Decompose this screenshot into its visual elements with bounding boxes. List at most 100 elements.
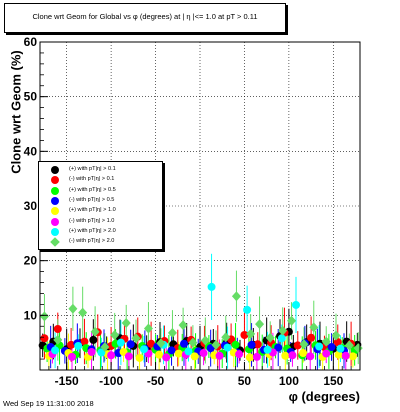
data-point (215, 351, 224, 360)
data-point (140, 345, 148, 354)
data-point (315, 342, 324, 351)
data-point-diamond (255, 319, 265, 330)
data-point (274, 343, 283, 352)
legend-marker (51, 196, 59, 205)
legend-entry: (-) with pT|η| > 2.0 (39, 237, 162, 247)
data-point (53, 325, 62, 333)
data-point-diamond (211, 339, 221, 350)
data-point (116, 338, 125, 347)
data-point-diamond (200, 335, 210, 346)
data-point (245, 353, 254, 362)
data-point-diamond (131, 333, 141, 344)
data-point (293, 341, 302, 350)
date-stamp: Wed Sep 19 11:31:00 2018 (3, 399, 94, 408)
title-box: Clone wrt Geom for Global vs φ (degrees)… (4, 3, 286, 33)
x-tick-label: 0 (197, 374, 204, 388)
data-point-diamond (78, 307, 88, 318)
data-point (307, 333, 316, 342)
data-point (281, 351, 290, 360)
legend-label: (+) with pT|η| > 0.1 (69, 166, 116, 172)
data-point (223, 343, 232, 352)
data-point (126, 340, 135, 349)
data-point (51, 346, 60, 355)
data-point (207, 282, 216, 291)
data-point-diamond (90, 326, 100, 337)
data-point-diamond (100, 342, 110, 353)
data-point (247, 340, 256, 349)
legend-marker (51, 217, 59, 226)
legend-marker (51, 176, 59, 185)
data-point (334, 350, 343, 359)
data-point (155, 350, 164, 359)
y-tick-label: 10 (24, 308, 38, 322)
data-point (235, 350, 244, 359)
data-point-diamond (278, 325, 288, 336)
data-point (180, 339, 188, 348)
data-point (190, 352, 199, 361)
x-tick-label: -150 (55, 374, 79, 388)
legend-entry: (-) with pT|η| > 0.1 (39, 175, 162, 185)
legend-marker (51, 186, 59, 195)
data-point-diamond (110, 330, 120, 341)
legend-entry: (-) with pT|η| > 0.5 (39, 196, 162, 206)
data-markers (38, 282, 363, 362)
legend-entry: (+) with pT|η| > 0.1 (39, 165, 162, 175)
data-point-diamond (287, 315, 297, 326)
y-tick-label: 50 (24, 90, 38, 104)
data-point (263, 345, 272, 354)
x-tick-label: -50 (147, 374, 165, 388)
legend-label: (+) with pT|η| > 0.5 (69, 186, 116, 193)
data-point (67, 340, 76, 349)
data-point (292, 300, 300, 309)
legend-marker (51, 227, 59, 236)
data-point-diamond (221, 332, 231, 343)
data-point-diamond (178, 320, 188, 331)
data-point (231, 340, 240, 349)
data-point (299, 349, 308, 358)
data-point-diamond (156, 338, 166, 349)
legend-label: (-) with pT|η| > 2.0 (69, 238, 115, 245)
data-point (174, 349, 183, 358)
data-point (147, 339, 156, 348)
data-point-diamond (265, 332, 275, 343)
data-point-diamond (53, 334, 63, 345)
data-point (336, 344, 345, 353)
data-point (68, 352, 76, 361)
data-point (74, 341, 83, 350)
data-point (277, 334, 286, 343)
legend-marker (51, 166, 59, 174)
x-tick-label: 50 (238, 374, 252, 388)
y-tick-label: 30 (24, 199, 38, 213)
legend-label: (+) with pT|η| > 1.0 (69, 207, 116, 214)
legend-label: (-) with pT|η| > 0.5 (69, 196, 115, 203)
tick-labels: -150 -100 -50 0 50 100 150 10 20 30 40 50 60 (24, 35, 344, 388)
data-point (167, 346, 176, 355)
data-point-diamond (39, 311, 49, 322)
legend-label: (+) with pT|η| > 2.0 (69, 227, 116, 234)
data-point (162, 353, 171, 362)
data-point (89, 335, 98, 344)
data-point (199, 349, 208, 358)
data-point (341, 351, 350, 360)
legend-entry: (+) with pT|η| > 0.5 (39, 186, 162, 196)
data-point-diamond (246, 328, 256, 339)
data-point (240, 331, 249, 340)
data-point-diamond (344, 340, 354, 351)
data-point (40, 334, 49, 343)
x-axis-label: φ (degrees) (288, 389, 360, 404)
x-tick-label: 150 (323, 374, 343, 388)
legend-label: (-) with pT|η| > 0.1 (69, 176, 115, 183)
x-tick-label: 100 (279, 374, 299, 388)
legend-marker (51, 207, 59, 216)
data-point (253, 340, 262, 349)
data-point (288, 351, 297, 360)
legend-entry: (-) with pT|η| > 1.0 (39, 217, 162, 227)
data-point (184, 347, 193, 356)
data-point-diamond (167, 327, 177, 338)
data-point-diamond (321, 336, 331, 347)
data-point (348, 352, 357, 361)
data-point-diamond (299, 339, 309, 350)
legend-label: (-) with pT|η| > 1.0 (69, 217, 115, 224)
chart-title: Clone wrt Geom for Global vs φ (degrees)… (32, 12, 258, 21)
